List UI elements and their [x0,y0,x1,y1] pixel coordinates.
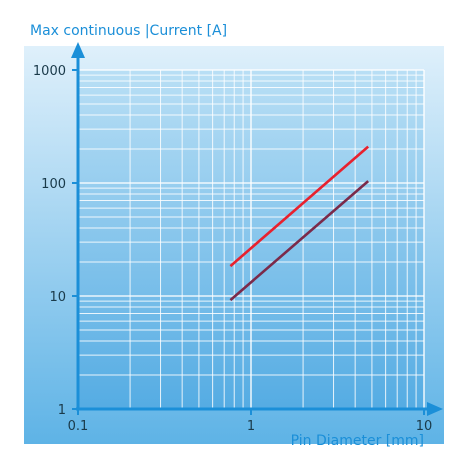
y-axis-label: Max continuous |Current [A] [30,23,227,39]
series-line-2 [229,180,370,302]
x-tick-label: 1 [247,419,255,434]
x-axis-label: Pin Diameter [mm] [291,433,424,449]
x-tick-label: 10 [416,419,433,434]
y-tick-label: 100 [41,177,66,192]
y-tick-label: 1 [58,403,66,418]
y-tick-label: 10 [49,290,66,305]
grid [78,69,425,409]
series-line-1 [229,145,370,268]
x-tick-label: 0.1 [68,419,89,434]
series-layer [229,145,370,302]
x-axis-arrow [427,402,443,416]
y-tick-label: 1000 [33,64,66,79]
y-axis-arrow [71,42,85,58]
